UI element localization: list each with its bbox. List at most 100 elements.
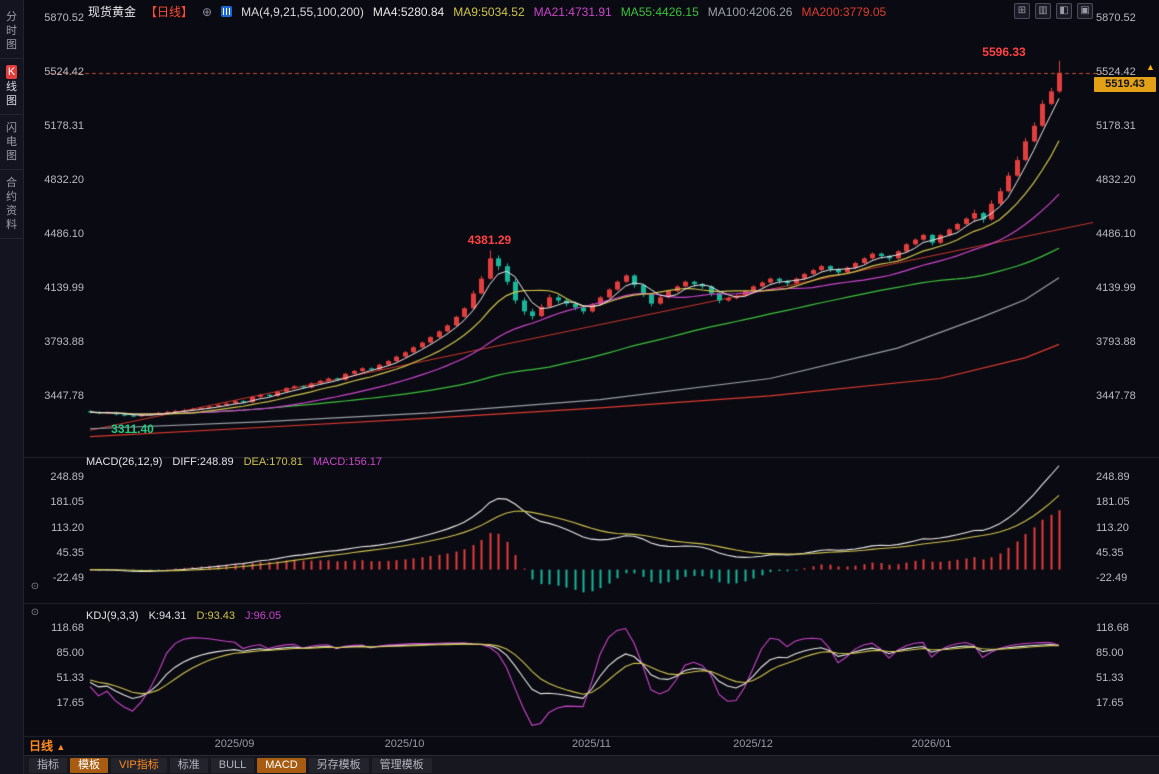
layout-grid-icon[interactable]: ⊞ [1014, 3, 1030, 19]
price-axis-tick-right: 4139.99 [1096, 282, 1136, 294]
kdj-panel-title: KDJ(9,3,3) K:94.31 D:93.43 J:96.05 [86, 610, 281, 622]
kdj-axis-tick-right: 85.00 [1096, 647, 1124, 659]
sidebar-item-char: 资 [6, 205, 17, 217]
bottom-tab-bar: 指标 模板 VIP指标 标准 BULL MACD 另存模板 管理模板 [24, 755, 1159, 774]
macd-axis-tick-left: 113.20 [51, 521, 84, 534]
x-axis-label: 2026/01 [911, 738, 952, 750]
symbol-name: 现货黄金 [88, 5, 137, 19]
timeframe-label[interactable]: 【日线】 [145, 5, 194, 19]
macd-panel-title: MACD(26,12,9) DIFF:248.89 DEA:170.81 MAC… [86, 456, 382, 468]
macd-params: MACD(26,12,9) [86, 456, 163, 468]
period-label: 日线 [29, 739, 54, 753]
price-axis-tick-right: 5870.52 [1096, 12, 1136, 24]
restore-window-icon[interactable]: ▣ [1077, 3, 1093, 19]
price-axis-tick-right: 4832.20 [1096, 174, 1136, 186]
tab-macd[interactable]: MACD [257, 757, 306, 773]
period-selector[interactable]: 日线 ▲ [29, 737, 65, 754]
tab-bull[interactable]: BULL [210, 757, 255, 773]
period-arrow-icon: ▲ [56, 742, 66, 752]
price-axis-tick-left: 5870.52 [44, 12, 84, 24]
kdj-axis-tick-left: 51.33 [56, 671, 84, 684]
macd-axis-tick-left: 248.89 [50, 471, 84, 483]
maximize-icon[interactable]: ◧ [1056, 3, 1072, 19]
macd-diff-value: DIFF:248.89 [172, 456, 234, 468]
ma-settings-label: MA(4,9,21,55,100,200) [241, 4, 364, 19]
ma-value-label-6: MA200:3779.05 [801, 4, 887, 19]
sidebar-item-char: 时 [6, 25, 17, 37]
kdj-axis-tick-left: 118.68 [51, 622, 84, 634]
price-axis-tick-right: 3447.78 [1096, 390, 1136, 402]
price-axis-tick-left: 5178.31 [44, 119, 84, 132]
sidebar-item-char: 闪 [6, 122, 17, 134]
macd-axis-tick-right: 248.89 [1096, 471, 1130, 483]
kdj-j-value: J:96.05 [245, 610, 282, 622]
macd-axis-tick-left: -22.49 [52, 572, 84, 584]
sidebar-item-char: 电 [6, 136, 17, 148]
macd-dea-value: DEA:170.81 [243, 456, 303, 468]
macd-axis-tick-right: 113.20 [1096, 521, 1129, 534]
macd-settings-icon[interactable]: ⊙ [30, 581, 40, 592]
tab-standard[interactable]: 标准 [169, 757, 208, 773]
session-high-label: 5596.33 [982, 44, 1026, 59]
kdj-k-value: K:94.31 [148, 610, 187, 622]
sidebar-item-char: 约 [6, 191, 17, 203]
kdj-axis-tick-right: 118.68 [1096, 622, 1129, 634]
kdj-axis-tick-left: 17.65 [56, 697, 84, 709]
macd-axis-tick-left: 181.05 [50, 496, 84, 509]
sidebar-item-contract-info[interactable]: 合约资料 [0, 170, 23, 239]
tab-save-template[interactable]: 另存模板 [308, 757, 369, 773]
kdj-d-value: D:93.43 [196, 610, 236, 622]
sidebar-item-char: 线 [6, 81, 17, 93]
sidebar-item-char: 图 [6, 95, 17, 107]
ma-value-label-3: MA21:4731.91 [533, 4, 612, 19]
price-axis-tick-right: 5524.42 [1096, 65, 1136, 78]
ma-legend: MA4:5280.84 MA9:5034.52 MA21:4731.91 MA55:4… [373, 5, 895, 19]
ma-value-label-5: MA100:4206.26 [707, 4, 793, 19]
swing-high-label: 4381.29 [467, 233, 512, 248]
window-controls: ⊞ ▥ ◧ ▣ [1014, 3, 1093, 19]
last-price-badge: 5519.43 [1094, 76, 1156, 92]
price-axis-tick-right: 5178.31 [1096, 119, 1136, 132]
sidebar-item-char: 图 [6, 39, 17, 51]
indicator-chart-icon [221, 6, 233, 17]
kdj-settings-icon[interactable]: ⊙ [30, 607, 40, 618]
price-axis-tick-left: 4832.20 [44, 174, 84, 186]
tab-vip-indicators[interactable]: VIP指标 [111, 757, 167, 773]
price-axis-tick-left: 3793.88 [44, 336, 84, 348]
sidebar-item-lightning[interactable]: 闪电图 [0, 115, 23, 170]
kdj-axis-tick-right: 17.65 [1096, 697, 1124, 709]
sidebar-item-char: 合 [6, 177, 17, 189]
kdj-params: KDJ(9,3,3) [86, 610, 139, 622]
kline-chart-canvas[interactable] [24, 0, 1159, 755]
price-axis-tick-right: 3793.88 [1096, 336, 1136, 348]
sidebar-item-char: 图 [6, 150, 17, 162]
add-indicator-icon[interactable]: ⊕ [202, 4, 213, 19]
macd-axis-tick-right: 181.05 [1096, 496, 1130, 509]
chart-main: 现货黄金 【日线】 ⊕ MA(4,9,21,55,100,200) MA4:52… [24, 0, 1159, 774]
price-axis-tick-left: 3447.78 [44, 390, 84, 402]
layout-columns-icon[interactable]: ▥ [1035, 3, 1051, 19]
sidebar-item-char: 料 [6, 219, 17, 231]
macd-axis-tick-left: 45.35 [56, 546, 84, 559]
x-axis-label: 2025/09 [214, 738, 255, 750]
x-axis-label: 2025/10 [384, 738, 425, 750]
ma-value-label-2: MA9:5034.52 [453, 4, 525, 19]
tab-indicators[interactable]: 指标 [29, 757, 67, 773]
kdj-axis-tick-left: 85.00 [56, 647, 84, 659]
macd-axis-tick-right: 45.35 [1096, 546, 1124, 559]
ma-value-label-4: MA55:4426.15 [620, 4, 699, 19]
swing-low-label: 3311.40 [111, 422, 154, 437]
price-axis-tick-left: 5524.42 [44, 65, 84, 78]
tab-manage-template[interactable]: 管理模板 [371, 757, 432, 773]
tab-templates[interactable]: 模板 [70, 757, 108, 773]
price-axis-tick-right: 4486.10 [1096, 227, 1136, 240]
x-axis-label: 2025/11 [572, 738, 611, 750]
price-up-marker-icon: ▲ [1146, 61, 1155, 72]
sidebar-item-time-share[interactable]: 分时图 [0, 4, 23, 59]
price-axis-tick-left: 4139.99 [44, 282, 84, 294]
chart-header: 现货黄金 【日线】 ⊕ MA(4,9,21,55,100,200) MA4:52… [88, 3, 895, 20]
kdj-axis-tick-right: 51.33 [1096, 671, 1124, 684]
